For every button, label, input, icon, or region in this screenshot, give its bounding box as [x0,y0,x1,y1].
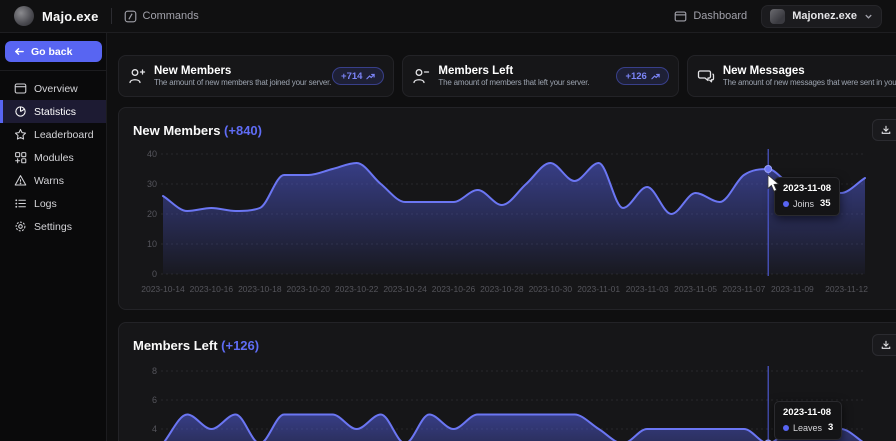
sidebar-item-logs[interactable]: Logs [0,192,106,215]
chart-title: Members Left (+126) [133,338,259,353]
go-back-label: Go back [31,46,72,58]
sidebar-item-overview[interactable]: Overview [0,77,106,100]
svg-text:2023-10-18: 2023-10-18 [238,284,282,294]
commands-label: Commands [143,10,199,22]
stat-card-new-messages: New Messages The amount of new messages … [687,55,896,97]
sidebar-item-label: Logs [34,198,57,210]
svg-text:2023-10-16: 2023-10-16 [190,284,234,294]
stat-card-new-members: New Members The amount of new members th… [118,55,394,97]
svg-text:2023-10-22: 2023-10-22 [335,284,379,294]
chart-delta: (+126) [221,338,259,353]
app-name: Majo.exe [42,9,99,24]
svg-text:2023-11-09: 2023-11-09 [771,284,814,294]
sidebar-item-leaderboard[interactable]: Leaderboard [0,123,106,146]
svg-text:2023-10-24: 2023-10-24 [383,284,427,294]
pie-chart-icon [14,105,27,118]
export-button[interactable]: Export [872,119,896,141]
chart-title-text: New Members [133,123,220,138]
svg-text:2023-11-03: 2023-11-03 [626,284,669,294]
chart-card-members-left: Members Left (+126) Export 468 202 [118,322,896,441]
stat-card-description: The amount of new messages that were sen… [723,78,896,87]
sidebar-item-warns[interactable]: Warns [0,169,106,192]
trending-up-icon [366,72,375,81]
svg-text:6: 6 [152,395,157,405]
chevron-down-icon [864,12,873,21]
joins-area-chart[interactable]: 0 10 20 30 40 2023-10-14 2023-10-16 2023-10-18 2… [133,146,865,298]
list-icon [14,197,27,210]
stat-card-description: The amount of new members that joined yo… [154,78,331,87]
svg-text:2023-10-20: 2023-10-20 [286,284,330,294]
chart-delta: (+840) [224,123,262,138]
sidebar-item-label: Settings [34,221,72,233]
svg-text:10: 10 [147,239,157,249]
sidebar-item-statistics[interactable]: Statistics [0,100,106,123]
stat-card-description: The amount of members that left your ser… [438,78,589,87]
modules-icon [14,151,27,164]
server-avatar [770,9,785,24]
svg-text:2023-10-28: 2023-10-28 [480,284,524,294]
stat-cards-row: New Members The amount of new members th… [118,55,896,97]
leaves-area-chart[interactable]: 4 6 8 [133,361,865,441]
sidebar-item-label: Overview [34,83,78,95]
sidebar: Go back Overview Statistics [0,33,107,441]
commands-link[interactable]: Commands [124,10,199,23]
svg-text:20: 20 [147,209,157,219]
stat-card-title: New Members [154,65,331,77]
chart-title: New Members (+840) [133,123,262,138]
download-icon [881,340,891,350]
server-name: Majonez.exe [792,10,857,22]
user-plus-icon [128,67,146,85]
stat-badge: +126 [616,67,668,85]
download-icon [881,125,891,135]
svg-text:40: 40 [147,149,157,159]
stat-card-title: New Messages [723,65,896,77]
svg-text:30: 30 [147,179,157,189]
svg-text:0: 0 [152,269,157,279]
sidebar-item-modules[interactable]: Modules [0,146,106,169]
main-content: New Members The amount of new members th… [107,33,896,441]
sidebar-item-settings[interactable]: Settings [0,215,106,238]
svg-text:2023-11-01: 2023-11-01 [577,284,620,294]
svg-text:2023-10-14: 2023-10-14 [141,284,185,294]
sidebar-item-label: Statistics [34,106,76,118]
stat-card-members-left: Members Left The amount of members that … [402,55,678,97]
stat-badge-value: +714 [341,71,362,82]
chart-title-text: Members Left [133,338,218,353]
stat-card-title: Members Left [438,65,589,77]
slash-command-icon [124,10,137,23]
gear-icon [14,220,27,233]
svg-text:2023-11-05: 2023-11-05 [674,284,717,294]
sidebar-item-label: Leaderboard [34,129,94,141]
chart-card-new-members: New Members (+840) Export 0 10 20 30 40 2023-… [118,107,896,310]
star-icon [14,128,27,141]
svg-text:2023-11-12: 2023-11-12 [825,284,868,294]
window-icon [14,82,27,95]
window-icon [674,10,687,23]
svg-text:2023-11-07: 2023-11-07 [723,284,766,294]
sidebar-nav: Overview Statistics Leaderboard [0,77,106,238]
go-back-button[interactable]: Go back [5,41,102,62]
stat-badge: +714 [332,67,384,85]
divider [111,8,112,24]
trending-up-icon [651,72,660,81]
dashboard-link[interactable]: Dashboard [674,10,747,23]
sidebar-item-label: Warns [34,175,64,187]
sidebar-item-label: Modules [34,152,74,164]
app-logo-avatar [14,6,34,26]
dashboard-label: Dashboard [693,10,747,22]
chat-bubbles-icon [697,67,715,85]
svg-text:8: 8 [152,366,157,376]
topbar: Majo.exe Commands Dashboard Majonez.exe [0,0,896,33]
user-minus-icon [412,67,430,85]
export-button[interactable]: Export [872,334,896,356]
arrow-left-icon [14,46,25,57]
stat-badge-value: +126 [625,71,646,82]
divider [0,70,106,71]
svg-text:2023-10-30: 2023-10-30 [529,284,573,294]
svg-text:2023-10-26: 2023-10-26 [432,284,476,294]
svg-text:4: 4 [152,424,157,434]
warning-icon [14,174,27,187]
server-selector-button[interactable]: Majonez.exe [761,5,882,28]
